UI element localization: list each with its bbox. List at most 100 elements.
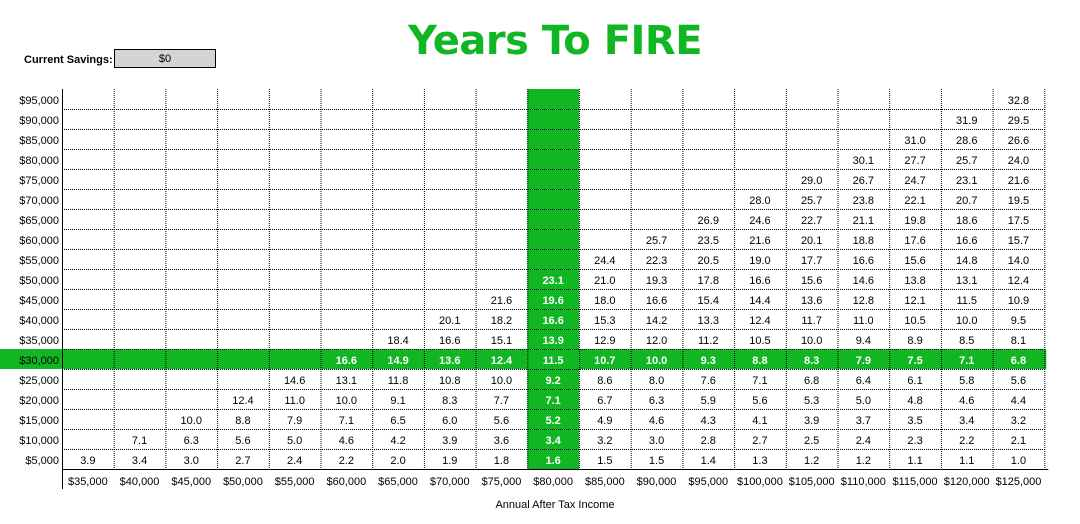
data-cell: 8.9 [907,335,922,347]
data-cell: 26.9 [698,215,719,227]
data-cell: 10.8 [439,375,460,387]
data-cell: 28.0 [749,195,770,207]
data-cell: 16.6 [749,275,770,287]
data-cell: 13.8 [904,275,925,287]
column-label: $55,000 [275,476,315,488]
data-cell: 3.2 [597,435,612,447]
x-axis-label: Annual After Tax Income [495,499,615,511]
data-cell: 16.6 [956,235,977,247]
data-cell: 32.8 [1008,95,1029,107]
data-cell: 8.0 [649,375,664,387]
data-cell: 14.6 [853,275,874,287]
data-cell: 21.6 [491,295,512,307]
data-cell: 5.0 [287,435,302,447]
data-cell: 3.4 [959,415,974,427]
data-cell: 2.4 [856,435,871,447]
row-label: $40,000 [19,315,59,327]
column-label: $125,000 [996,476,1042,488]
data-cell: 15.7 [1008,235,1029,247]
data-cell: 1.5 [597,455,612,467]
row-label: $35,000 [19,335,59,347]
row-label: $5,000 [25,455,59,467]
data-cell: 5.6 [1011,375,1026,387]
row-label: $15,000 [19,415,59,427]
data-cell: 10.0 [801,335,822,347]
data-cell: 20.7 [956,195,977,207]
data-cell: 6.1 [907,375,922,387]
data-cell: 13.1 [956,275,977,287]
data-cell: 13.6 [801,295,822,307]
data-cell: 16.6 [336,355,357,367]
data-cell: 23.8 [853,195,874,207]
data-cell: 24.7 [904,175,925,187]
data-cell: 18.8 [853,235,874,247]
data-cell: 10.0 [956,315,977,327]
data-cell: 2.4 [287,455,302,467]
data-cell: 5.2 [546,415,561,427]
data-cell: 23.5 [698,235,719,247]
column-label: $95,000 [688,476,728,488]
data-cell: 4.8 [907,395,922,407]
row-label: $75,000 [19,175,59,187]
data-cell: 4.1 [752,415,767,427]
data-cell: 12.4 [1008,275,1029,287]
data-cell: 2.3 [907,435,922,447]
data-cell: 11.8 [388,375,409,387]
data-cell: 4.2 [390,435,405,447]
row-label: $20,000 [19,395,59,407]
row-label: $70,000 [19,195,59,207]
data-cell: 10.9 [1008,295,1029,307]
data-cell: 11.2 [698,335,719,347]
data-cell: 6.3 [184,435,199,447]
data-cell: 1.2 [856,455,871,467]
data-cell: 22.1 [904,195,925,207]
data-cell: 31.0 [904,135,925,147]
data-cell: 20.1 [801,235,822,247]
data-cell: 14.2 [646,315,667,327]
data-cell: 4.4 [1011,395,1026,407]
data-cell: 14.0 [1008,255,1029,267]
column-label: $120,000 [944,476,990,488]
data-cell: 21.6 [1008,175,1029,187]
data-cell: 3.6 [494,435,509,447]
page-title: Years To FIRE [407,18,703,64]
data-cell: 1.4 [701,455,716,467]
data-cell: 14.4 [749,295,770,307]
data-cell: 11.7 [801,315,822,327]
column-label: $65,000 [378,476,418,488]
data-cell: 2.1 [1011,435,1026,447]
data-cell: 29.0 [801,175,822,187]
data-cell: 7.6 [701,375,716,387]
data-cell: 19.6 [542,295,563,307]
data-cell: 17.7 [801,255,822,267]
data-cell: 2.0 [390,455,405,467]
data-cell: 16.6 [439,335,460,347]
data-cell: 3.9 [442,435,457,447]
column-label: $90,000 [637,476,677,488]
data-cell: 13.1 [336,375,357,387]
data-cell: 17.8 [698,275,719,287]
data-cell: 29.5 [1008,115,1029,127]
data-cell: 18.2 [491,315,512,327]
data-cell: 19.0 [749,255,770,267]
data-cell: 8.3 [804,355,819,367]
data-cell: 3.7 [856,415,871,427]
column-label: $50,000 [223,476,263,488]
data-cell: 10.5 [749,335,770,347]
column-label: $35,000 [68,476,108,488]
data-cell: 4.6 [959,395,974,407]
data-cell: 2.7 [235,455,250,467]
data-cell: 4.6 [649,415,664,427]
data-cell: 12.8 [853,295,874,307]
column-label: $40,000 [120,476,160,488]
data-cell: 22.3 [646,255,667,267]
data-cell: 12.4 [232,395,253,407]
row-label: $90,000 [19,115,59,127]
current-savings-input[interactable] [114,49,216,68]
data-cell: 6.8 [804,375,819,387]
data-cell: 3.2 [1011,415,1026,427]
column-label: $85,000 [585,476,625,488]
data-cell: 11.5 [543,355,564,367]
data-cell: 9.4 [856,335,871,347]
